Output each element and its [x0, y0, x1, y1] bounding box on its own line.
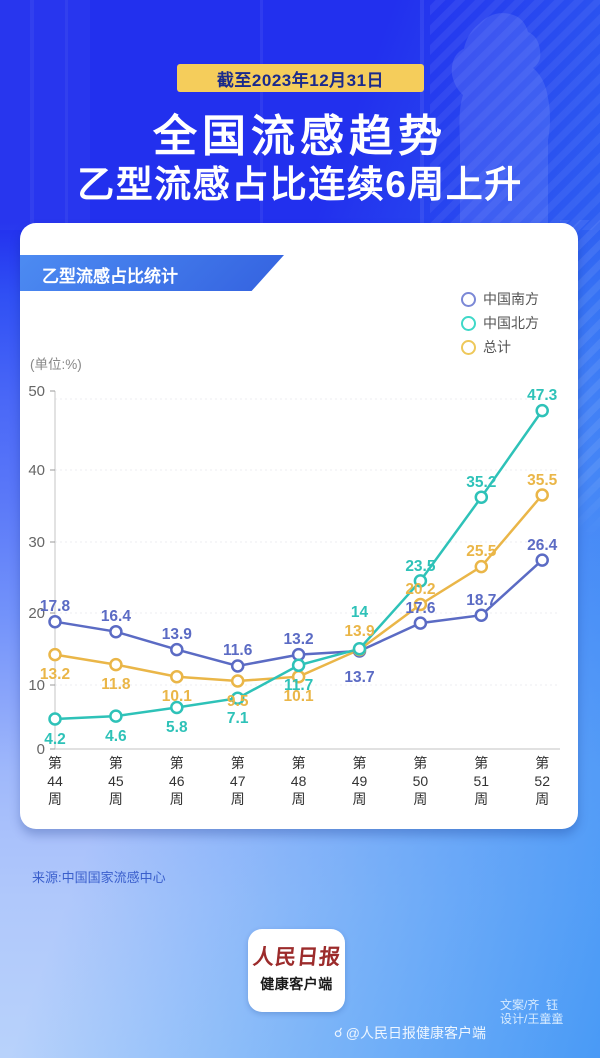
svg-text:23.5: 23.5 [405, 558, 436, 575]
svg-text:11.8: 11.8 [101, 676, 131, 693]
svg-text:16.4: 16.4 [101, 608, 132, 625]
svg-text:11.6: 11.6 [223, 642, 253, 659]
svg-text:第: 第 [292, 755, 306, 771]
svg-text:周: 周 [231, 791, 245, 807]
svg-text:30: 30 [28, 534, 45, 551]
svg-text:周: 周 [109, 791, 123, 807]
svg-text:第: 第 [413, 755, 427, 771]
svg-text:14: 14 [351, 604, 369, 621]
svg-text:50: 50 [413, 773, 429, 789]
svg-text:11.7: 11.7 [284, 677, 313, 694]
svg-text:第: 第 [109, 755, 123, 771]
svg-text:第: 第 [170, 755, 184, 771]
svg-text:45: 45 [108, 773, 124, 789]
svg-text:第: 第 [231, 755, 245, 771]
svg-text:周: 周 [474, 791, 488, 807]
svg-text:13.2: 13.2 [284, 631, 314, 648]
svg-text:第: 第 [48, 755, 62, 771]
svg-text:50: 50 [28, 383, 45, 400]
svg-text:52: 52 [534, 773, 550, 789]
svg-text:4.2: 4.2 [44, 731, 66, 748]
svg-text:17.8: 17.8 [40, 598, 71, 615]
svg-text:周: 周 [170, 791, 184, 807]
svg-text:40: 40 [28, 462, 45, 479]
svg-text:47.3: 47.3 [527, 387, 558, 404]
svg-text:18.7: 18.7 [466, 592, 496, 609]
svg-text:35.2: 35.2 [466, 474, 496, 491]
svg-text:9.5: 9.5 [227, 693, 249, 710]
svg-text:13.9: 13.9 [162, 626, 193, 643]
svg-text:13.7: 13.7 [344, 669, 374, 686]
svg-text:25.5: 25.5 [466, 543, 497, 560]
svg-text:5.8: 5.8 [166, 719, 188, 736]
svg-text:17.6: 17.6 [405, 600, 436, 617]
svg-text:周: 周 [413, 791, 427, 807]
svg-text:周: 周 [48, 791, 62, 807]
svg-text:26.4: 26.4 [527, 537, 558, 554]
svg-text:第: 第 [353, 755, 367, 771]
svg-text:7.1: 7.1 [227, 710, 249, 727]
svg-text:周: 周 [353, 791, 367, 807]
svg-text:51: 51 [474, 773, 490, 789]
svg-text:周: 周 [292, 791, 306, 807]
svg-text:13.9: 13.9 [344, 623, 375, 640]
svg-text:35.5: 35.5 [527, 472, 558, 489]
svg-text:第: 第 [535, 755, 549, 771]
svg-text:20.2: 20.2 [405, 581, 435, 598]
svg-text:48: 48 [291, 773, 307, 789]
svg-text:49: 49 [352, 773, 368, 789]
svg-text:13.2: 13.2 [40, 666, 70, 683]
svg-text:10.1: 10.1 [162, 688, 193, 705]
svg-text:44: 44 [47, 773, 63, 789]
svg-text:4.6: 4.6 [105, 728, 127, 745]
svg-text:第: 第 [474, 755, 488, 771]
svg-text:46: 46 [169, 773, 185, 789]
svg-text:47: 47 [230, 773, 246, 789]
svg-text:周: 周 [535, 791, 549, 807]
